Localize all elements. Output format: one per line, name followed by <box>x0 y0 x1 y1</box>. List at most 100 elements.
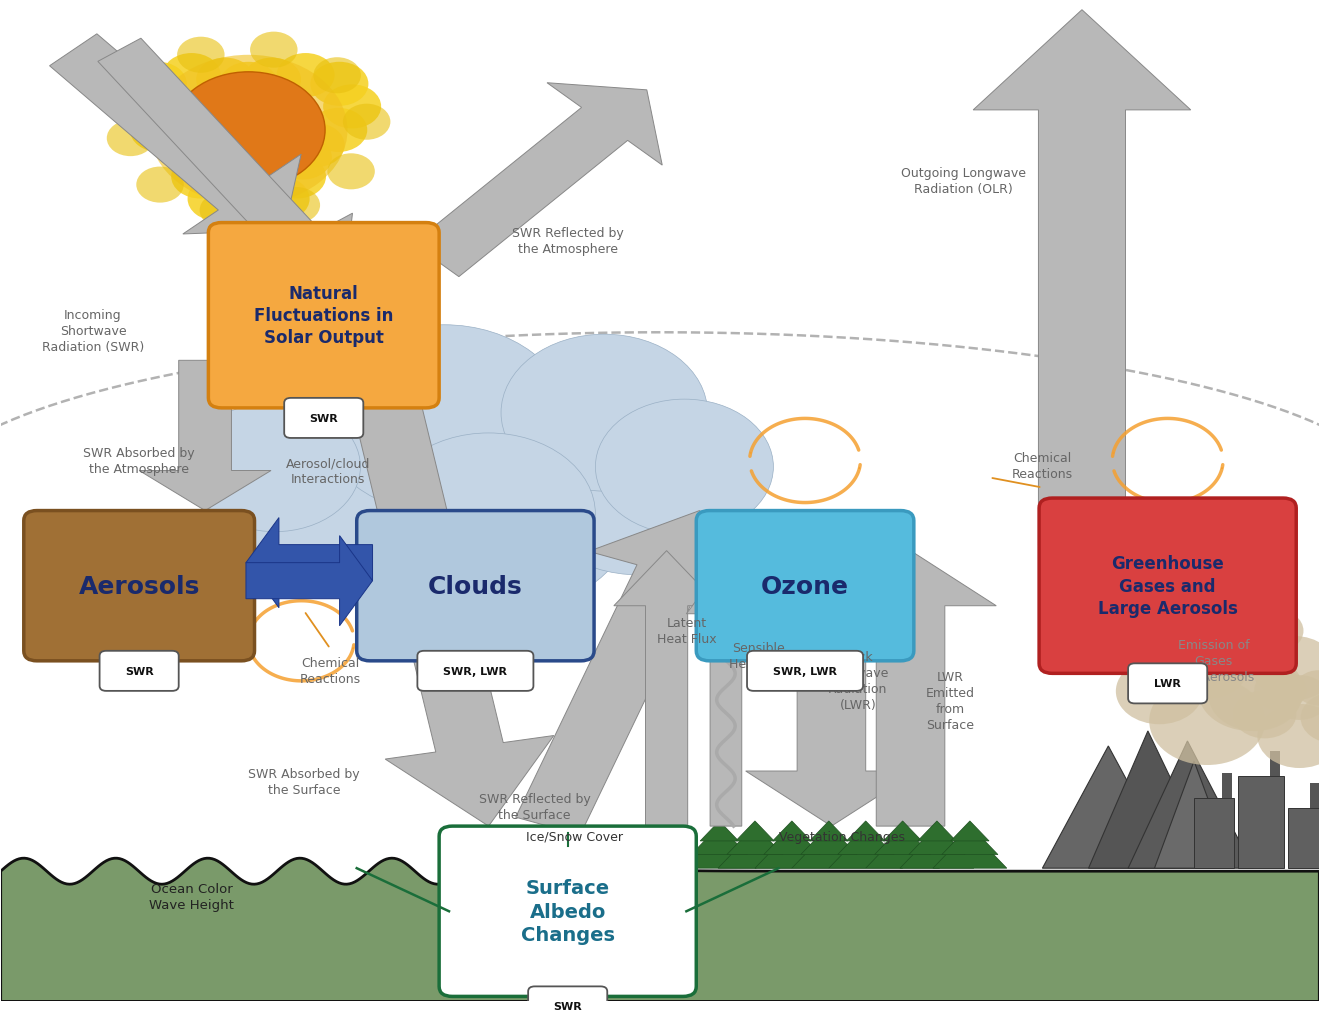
Text: Latent
Heat Flux: Latent Heat Flux <box>656 617 717 646</box>
Circle shape <box>190 402 360 532</box>
Polygon shape <box>866 830 940 868</box>
Circle shape <box>1168 634 1247 695</box>
Bar <box>857 850 875 868</box>
Text: Back
Longwave
Radiation
(LWR): Back Longwave Radiation (LWR) <box>826 651 890 712</box>
FancyBboxPatch shape <box>440 826 696 997</box>
Polygon shape <box>98 39 352 291</box>
Text: Outgoing Longwave
Radiation (OLR): Outgoing Longwave Radiation (OLR) <box>900 167 1026 195</box>
Text: Clouds: Clouds <box>428 574 523 599</box>
Polygon shape <box>764 826 820 854</box>
Circle shape <box>343 104 391 141</box>
FancyBboxPatch shape <box>747 651 863 692</box>
Polygon shape <box>246 536 372 626</box>
Circle shape <box>252 178 310 221</box>
Text: SWR Absorbed by
the Surface: SWR Absorbed by the Surface <box>248 766 360 796</box>
Polygon shape <box>1155 761 1234 868</box>
Polygon shape <box>686 561 766 826</box>
Circle shape <box>187 178 246 221</box>
Bar <box>820 850 838 868</box>
FancyBboxPatch shape <box>1129 663 1208 704</box>
Bar <box>928 850 946 868</box>
Polygon shape <box>883 821 921 841</box>
Text: Greenhouse
Gases and
Large Aerosols: Greenhouse Gases and Large Aerosols <box>1098 555 1238 618</box>
Circle shape <box>165 136 223 180</box>
Polygon shape <box>246 518 372 609</box>
Polygon shape <box>846 821 884 841</box>
FancyBboxPatch shape <box>1039 498 1296 673</box>
Circle shape <box>310 63 368 107</box>
Bar <box>783 850 801 868</box>
Circle shape <box>219 63 277 107</box>
Polygon shape <box>792 830 866 868</box>
Bar <box>710 850 729 868</box>
Polygon shape <box>50 34 301 235</box>
Polygon shape <box>746 551 917 826</box>
Text: Aerosols: Aerosols <box>78 574 199 599</box>
Circle shape <box>162 54 220 98</box>
Circle shape <box>1233 691 1296 739</box>
Text: SWR Reflected by
the Atmosphere: SWR Reflected by the Atmosphere <box>512 226 623 256</box>
Bar <box>894 850 912 868</box>
Circle shape <box>219 188 277 232</box>
Text: SWR: SWR <box>125 666 153 676</box>
Polygon shape <box>941 826 998 854</box>
Circle shape <box>107 121 154 157</box>
FancyBboxPatch shape <box>696 512 913 661</box>
Circle shape <box>381 434 595 595</box>
Polygon shape <box>1089 731 1214 868</box>
Bar <box>1270 751 1280 776</box>
Polygon shape <box>900 830 974 868</box>
Circle shape <box>1195 610 1261 659</box>
Polygon shape <box>350 386 554 826</box>
FancyBboxPatch shape <box>24 512 255 661</box>
Polygon shape <box>838 826 894 854</box>
Text: Emission of
Gases
and Aerosols: Emission of Gases and Aerosols <box>1173 639 1254 683</box>
Circle shape <box>338 386 640 616</box>
Circle shape <box>222 406 453 582</box>
Circle shape <box>595 399 774 535</box>
FancyBboxPatch shape <box>284 398 363 439</box>
Circle shape <box>129 109 187 153</box>
Circle shape <box>149 56 347 206</box>
Text: Sensible
Heat Flux: Sensible Heat Flux <box>729 642 789 670</box>
Circle shape <box>1295 670 1320 706</box>
Circle shape <box>309 109 367 153</box>
Circle shape <box>1270 675 1320 720</box>
Bar <box>961 850 979 868</box>
Circle shape <box>177 37 224 74</box>
Circle shape <box>273 136 331 180</box>
Polygon shape <box>772 821 810 841</box>
Text: SWR Reflected by
the Surface: SWR Reflected by the Surface <box>479 792 590 821</box>
FancyBboxPatch shape <box>417 651 533 692</box>
Text: Ocean Color
Wave Height: Ocean Color Wave Height <box>149 882 235 911</box>
Text: Natural
Fluctuations in
Solar Output: Natural Fluctuations in Solar Output <box>253 285 393 347</box>
Circle shape <box>277 54 334 98</box>
Circle shape <box>1201 631 1266 679</box>
Polygon shape <box>502 843 667 884</box>
Circle shape <box>268 156 326 199</box>
Text: Vegetation Changes: Vegetation Changes <box>779 830 906 843</box>
Circle shape <box>524 399 755 575</box>
Polygon shape <box>809 821 847 841</box>
Polygon shape <box>875 826 931 854</box>
Polygon shape <box>829 830 903 868</box>
Circle shape <box>1246 610 1303 653</box>
Circle shape <box>1144 631 1217 686</box>
Circle shape <box>1167 638 1247 700</box>
Bar <box>746 850 764 868</box>
Polygon shape <box>755 830 829 868</box>
Polygon shape <box>1043 746 1175 868</box>
Bar <box>1287 808 1319 868</box>
Circle shape <box>286 124 345 168</box>
Bar <box>1195 799 1234 868</box>
Text: SWR, LWR: SWR, LWR <box>444 666 507 676</box>
Circle shape <box>153 124 211 168</box>
Circle shape <box>199 193 247 228</box>
Circle shape <box>249 32 297 69</box>
Circle shape <box>1300 693 1320 744</box>
Circle shape <box>327 154 375 190</box>
Circle shape <box>1253 636 1320 701</box>
Circle shape <box>136 168 183 203</box>
Circle shape <box>172 156 230 199</box>
Circle shape <box>116 85 174 129</box>
